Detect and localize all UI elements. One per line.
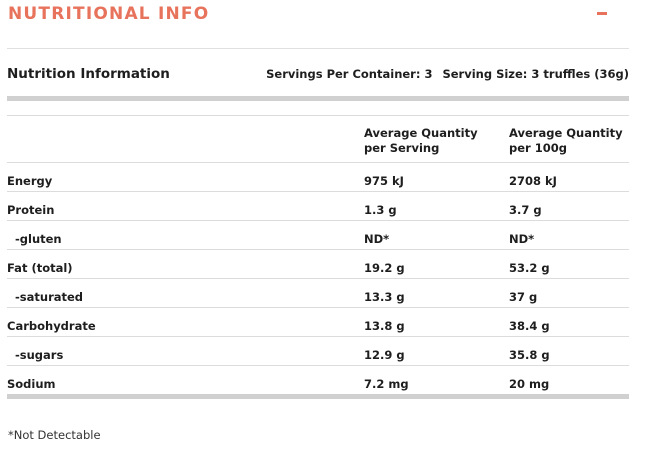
table-row: Fat (total) 19.2 g 53.2 g [7,249,629,278]
nutrient-name: Sodium [7,377,56,391]
nutrient-name: Energy [7,174,53,188]
per-100g-value: 38.4 g [509,319,550,333]
per-serving-value: 19.2 g [364,261,405,275]
section-title: NUTRITIONAL INFO [8,4,210,24]
column-header-line: Average Quantity [364,126,478,140]
footnote: *Not Detectable [8,428,101,442]
nutrient-name: -sugars [15,348,64,362]
per-serving-value: 975 kJ [364,174,404,188]
table-row: -gluten ND* ND* [7,220,629,249]
per-serving-value: ND* [364,232,390,246]
header-rule [7,115,629,116]
serving-meta: Servings Per Container: 3 Serving Size: 3… [266,67,629,81]
nutrient-name: Carbohydrate [7,319,96,333]
table-row: -saturated 13.3 g 37 g [7,278,629,307]
column-header-line: Average Quantity [509,126,623,140]
table-row: Protein 1.3 g 3.7 g [7,191,629,220]
nutrition-info-header: Nutrition Information Servings Per Conta… [7,66,629,84]
nutrition-info-title: Nutrition Information [7,66,170,82]
column-header-line: per 100g [509,141,567,155]
nutrient-name: -saturated [15,290,84,304]
table-row: Sodium 7.2 mg 20 mg [7,365,629,394]
table-row: -sugars 12.9 g 35.8 g [7,336,629,365]
per-serving-value: 7.2 mg [364,377,409,391]
per-100g-value: 20 mg [509,377,550,391]
table-row: Carbohydrate 13.8 g 38.4 g [7,307,629,336]
per-100g-value: 3.7 g [509,203,542,217]
table-bottom-rule [7,394,629,399]
per-100g-value: 53.2 g [509,261,550,275]
nutrient-name: -gluten [15,232,62,246]
nutrient-name: Fat (total) [7,261,73,275]
divider [7,48,629,49]
per-100g-value: ND* [509,232,535,246]
column-header-line: per Serving [364,141,440,155]
per-100g-value: 2708 kJ [509,174,557,188]
per-100g-value: 37 g [509,290,538,304]
nutrient-name: Protein [7,203,55,217]
column-header-per-serving: Average Quantity per Serving [364,126,478,156]
column-header-per-100g: Average Quantity per 100g [509,126,623,156]
per-100g-value: 35.8 g [509,348,550,362]
per-serving-value: 12.9 g [364,348,405,362]
per-serving-value: 13.8 g [364,319,405,333]
table-top-rule [7,96,629,101]
collapse-button[interactable] [597,12,607,15]
table-row: Energy 975 kJ 2708 kJ [7,162,629,191]
serving-size: Serving Size: 3 truffles (36g) [442,67,629,81]
nutrition-table: Energy 975 kJ 2708 kJ Protein 1.3 g 3.7 … [7,162,629,394]
per-serving-value: 13.3 g [364,290,405,304]
servings-per-container: Servings Per Container: 3 [266,67,433,81]
per-serving-value: 1.3 g [364,203,397,217]
